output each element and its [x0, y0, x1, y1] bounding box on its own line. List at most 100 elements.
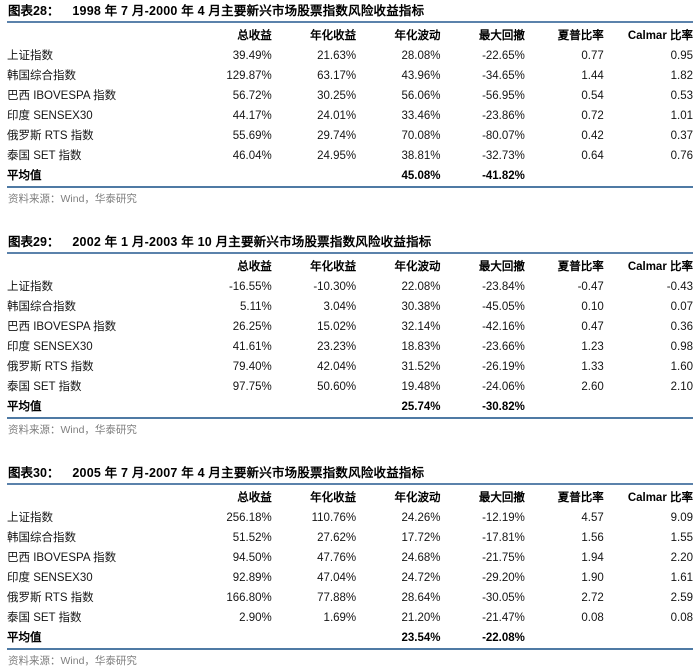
value-cell: 31.52% [401, 361, 441, 373]
value-cell: 97.75% [232, 381, 272, 393]
column-header: 夏普比率 [557, 492, 604, 504]
value-cell: 47.76% [317, 552, 357, 564]
value-cell: 110.76% [311, 512, 357, 524]
value-cell: 15.02% [317, 321, 357, 333]
figure-block: 图表30： 2005 年 7 月-2007 年 4 月主要新兴市场股票指数风险收… [0, 463, 700, 667]
value-cell [272, 628, 356, 649]
figure-heading: 2005 年 7 月-2007 年 4 月主要新兴市场股票指数风险收益指标 [72, 466, 425, 480]
value-cell: 19.48% [401, 381, 441, 393]
value-cell: 1.55 [670, 532, 693, 544]
value-cell: 24.26% [401, 512, 441, 524]
index-name-cell: 印度 SENSEX30 [7, 572, 93, 584]
value-cell: 28.64% [401, 592, 441, 604]
table-header-row: 总收益 年化收益 年化波动 最大回撤 夏普比率 Calmar 比率 [7, 485, 693, 508]
value-cell: -30.82% [482, 401, 525, 413]
value-cell: 1.23 [581, 341, 604, 353]
table-row: 巴西 IBOVESPA 指数 26.25% 15.02% 32.14% -42.16% 0… [7, 317, 693, 337]
value-cell: 18.83% [401, 341, 441, 353]
value-cell: 38.81% [401, 150, 441, 162]
index-name-cell: 俄罗斯 RTS 指数 [7, 130, 94, 142]
column-header: 总收益 [237, 30, 272, 42]
value-cell: 23.23% [317, 341, 357, 353]
table-row: 巴西 IBOVESPA 指数 94.50% 47.76% 24.68% -21.75% 1… [7, 548, 693, 568]
value-cell: -22.65% [482, 50, 525, 62]
table-row: 印度 SENSEX30 41.61% 23.23% 18.83% -23.66% 1.23… [7, 337, 693, 357]
value-cell: 42.04% [317, 361, 357, 373]
source-note: 资料来源：Wind，华泰研究 [8, 655, 137, 667]
value-cell: 51.52% [232, 532, 272, 544]
value-cell: 94.50% [232, 552, 272, 564]
figure-block: 图表29： 2002 年 1 月-2003 年 10 月主要新兴市场股票指数风险… [0, 232, 700, 437]
table-row: 泰国 SET 指数 46.04% 24.95% 38.81% -32.73% 0.64 0.… [7, 146, 693, 166]
value-cell: -0.47 [577, 281, 604, 293]
source-note: 资料来源：Wind，华泰研究 [8, 424, 137, 436]
table-header-row: 总收益 年化收益 年化波动 最大回撤 夏普比率 Calmar 比率 [7, 254, 693, 277]
value-cell: -0.43 [666, 281, 693, 293]
value-cell: 63.17% [317, 70, 357, 82]
value-cell: 29.74% [317, 130, 357, 142]
value-cell: -30.05% [482, 592, 525, 604]
value-cell: -29.20% [482, 572, 525, 584]
value-cell: 256.18% [226, 512, 272, 524]
value-cell: 92.89% [232, 572, 272, 584]
value-cell: 0.98 [670, 341, 693, 353]
value-cell [525, 397, 604, 418]
table-row: 韩国综合指数 5.11% 3.04% 30.38% -45.05% 0.10 0.07 [7, 297, 693, 317]
value-cell: 24.72% [401, 572, 441, 584]
index-name-cell: 上证指数 [7, 512, 53, 524]
column-header: 年化波动 [394, 30, 441, 42]
value-cell: -41.82% [482, 170, 525, 182]
value-cell [525, 166, 604, 187]
risk-return-table: 总收益 年化收益 年化波动 最大回撤 夏普比率 Calmar 比率 上证指数 39.49% 2… [7, 23, 693, 188]
value-cell: 1.56 [581, 532, 604, 544]
value-cell: 2.90% [239, 612, 272, 624]
index-name-cell: 巴西 IBOVESPA 指数 [7, 321, 117, 333]
value-cell: -10.30% [313, 281, 357, 293]
value-cell: 2.60 [581, 381, 604, 393]
value-cell: -16.55% [228, 281, 272, 293]
table-row: 俄罗斯 RTS 指数 55.69% 29.74% 70.08% -80.07% 0.42 0… [7, 126, 693, 146]
value-cell [185, 628, 271, 649]
value-cell: 30.38% [401, 301, 441, 313]
column-header: 最大回撤 [478, 492, 525, 504]
value-cell: 17.72% [401, 532, 441, 544]
value-cell: -45.05% [482, 301, 525, 313]
value-cell: -23.66% [482, 341, 525, 353]
figure-label: 图表28： [8, 4, 60, 18]
value-cell: 22.08% [401, 281, 441, 293]
value-cell: 0.53 [670, 90, 693, 102]
value-cell: 129.87% [226, 70, 272, 82]
header-spacer-cell [7, 254, 185, 277]
figure-block: 图表28： 1998 年 7 月-2000 年 4 月主要新兴市场股票指数风险收… [0, 1, 700, 206]
value-cell: 9.09 [670, 512, 693, 524]
header-spacer-cell [7, 23, 185, 46]
column-header: Calmar 比率 [627, 492, 693, 504]
value-cell: 25.74% [401, 401, 441, 413]
value-cell: 47.04% [317, 572, 357, 584]
figure-label: 图表30： [8, 466, 60, 480]
value-cell: 32.14% [401, 321, 441, 333]
average-row: 平均值 25.74% -30.82% [7, 397, 693, 418]
value-cell: -17.81% [482, 532, 525, 544]
column-header: Calmar 比率 [627, 261, 693, 273]
column-header: 年化波动 [394, 261, 441, 273]
value-cell: -12.19% [482, 512, 525, 524]
column-header: 夏普比率 [557, 30, 604, 42]
value-cell: 1.44 [581, 70, 604, 82]
table-row: 上证指数 -16.55% -10.30% 22.08% -23.84% -0.47 -0.4… [7, 277, 693, 297]
figure-label: 图表29： [8, 235, 60, 249]
value-cell: 21.63% [317, 50, 357, 62]
figure-title-bar: 图表28： 1998 年 7 月-2000 年 4 月主要新兴市场股票指数风险收… [7, 1, 693, 23]
value-cell: 2.59 [670, 592, 693, 604]
value-cell: 2.20 [670, 552, 693, 564]
value-cell: 21.20% [401, 612, 441, 624]
value-cell: 1.33 [581, 361, 604, 373]
table-row: 印度 SENSEX30 92.89% 47.04% 24.72% -29.20% 1.90… [7, 568, 693, 588]
value-cell [604, 628, 693, 649]
table-row: 俄罗斯 RTS 指数 79.40% 42.04% 31.52% -26.19% 1.33 1… [7, 357, 693, 377]
index-name-cell: 俄罗斯 RTS 指数 [7, 592, 94, 604]
value-cell: -21.47% [482, 612, 525, 624]
index-name-cell: 平均值 [7, 170, 42, 182]
value-cell: 3.04% [323, 301, 357, 313]
